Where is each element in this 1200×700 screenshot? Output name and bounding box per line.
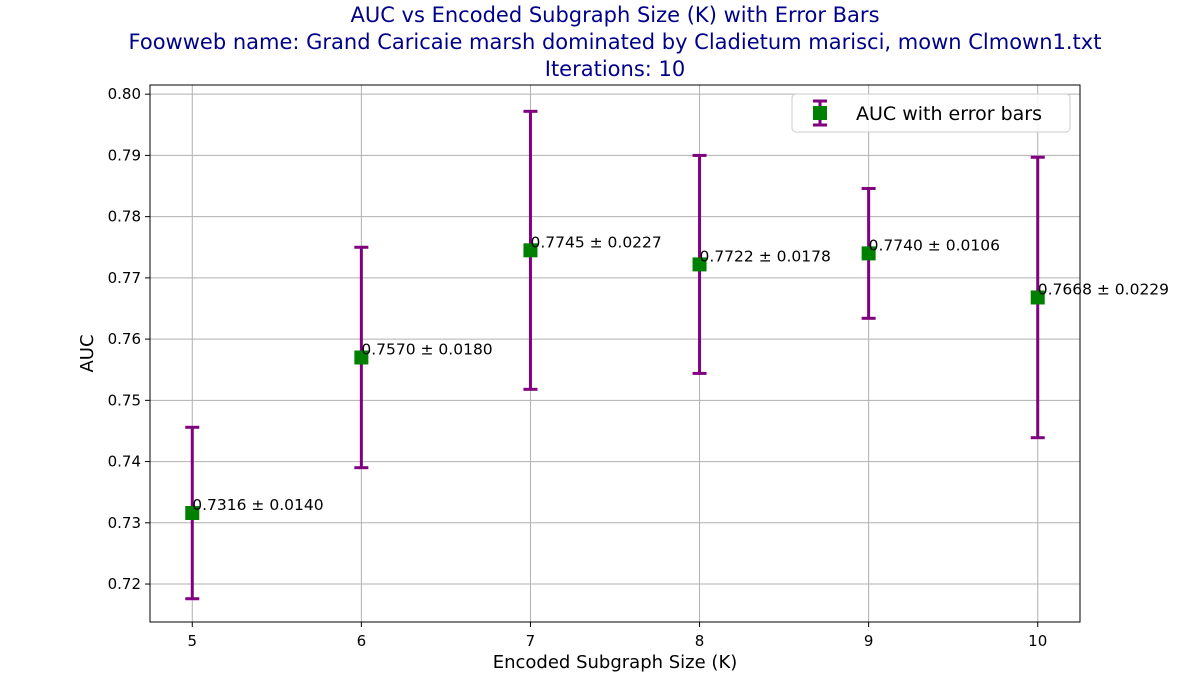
data-point-label: 0.7316 ± 0.0140 bbox=[192, 496, 323, 514]
plot-frame bbox=[149, 84, 1081, 623]
data-point-label: 0.7745 ± 0.0227 bbox=[530, 233, 661, 251]
data-labels: 0.7316 ± 0.0140 0.7570 ± 0.0180 0.7745 ± 0… bbox=[192, 233, 1169, 514]
data-markers bbox=[185, 243, 1045, 521]
y-tick-label: 0.79 bbox=[108, 146, 141, 164]
x-tick-label: 10 bbox=[1028, 632, 1047, 650]
x-tick-label: 9 bbox=[864, 632, 874, 650]
legend-marker-swatch bbox=[813, 106, 827, 120]
y-tick-label: 0.72 bbox=[108, 575, 141, 593]
x-tick-label: 6 bbox=[357, 632, 367, 650]
x-tick-label: 8 bbox=[695, 632, 705, 650]
y-axis-ticks: 0.72 0.73 0.74 0.75 0.76 0.77 0.78 0.79 0.80 bbox=[108, 85, 150, 593]
y-axis-label: AUC bbox=[77, 334, 98, 372]
data-point-marker bbox=[1030, 290, 1045, 305]
chart-title-line: Foowweb name: Grand Caricaie marsh domin… bbox=[129, 30, 1102, 54]
legend-entry-label: AUC with error bars bbox=[856, 103, 1042, 125]
data-point-label: 0.7740 ± 0.0106 bbox=[869, 236, 1000, 254]
chart-title-line: Iterations: 10 bbox=[545, 57, 686, 81]
data-point-label: 0.7668 ± 0.0229 bbox=[1038, 280, 1169, 298]
legend: AUC with error bars bbox=[791, 93, 1071, 133]
data-point-label: 0.7570 ± 0.0180 bbox=[361, 340, 492, 358]
x-tick-label: 5 bbox=[187, 632, 197, 650]
y-tick-label: 0.77 bbox=[108, 269, 141, 287]
y-tick-label: 0.75 bbox=[108, 391, 141, 409]
chart-title: AUC vs Encoded Subgraph Size (K) with Er… bbox=[129, 3, 1102, 81]
data-point-marker bbox=[861, 246, 876, 261]
legend-box bbox=[791, 93, 1071, 133]
data-point-marker bbox=[523, 243, 538, 258]
y-tick-label: 0.74 bbox=[108, 453, 141, 471]
x-tick-label: 7 bbox=[526, 632, 536, 650]
x-axis-label: Encoded Subgraph Size (K) bbox=[493, 652, 738, 673]
x-axis-ticks: 5 6 7 8 9 10 bbox=[187, 622, 1047, 650]
data-point-marker bbox=[185, 506, 200, 521]
y-tick-label: 0.76 bbox=[108, 330, 141, 348]
grid-lines bbox=[150, 85, 1080, 622]
chart-title-line: AUC vs Encoded Subgraph Size (K) with Er… bbox=[350, 3, 879, 27]
data-point-label: 0.7722 ± 0.0178 bbox=[700, 247, 831, 265]
y-tick-label: 0.78 bbox=[108, 208, 141, 226]
y-tick-label: 0.80 bbox=[108, 85, 141, 103]
y-tick-label: 0.73 bbox=[108, 514, 141, 532]
data-point-marker bbox=[692, 257, 707, 272]
error-bars bbox=[185, 109, 1045, 601]
data-point-marker bbox=[354, 350, 369, 365]
